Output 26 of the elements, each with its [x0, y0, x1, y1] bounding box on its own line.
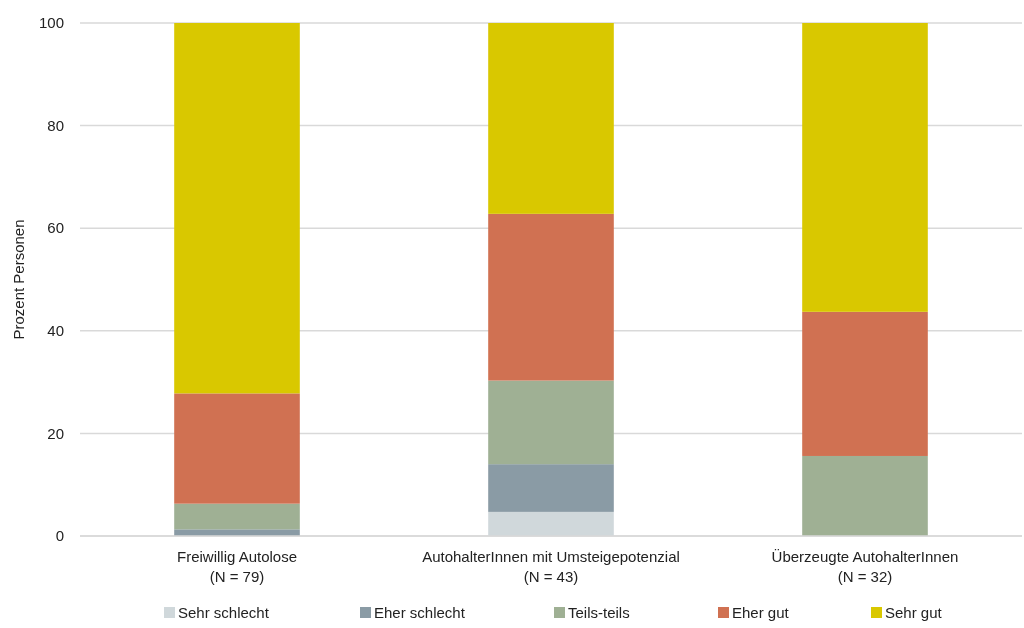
y-axis-title: Prozent Personen	[10, 219, 27, 340]
y-tick-label: 80	[47, 116, 64, 134]
bar	[802, 23, 928, 312]
y-tick-label: 20	[47, 424, 64, 442]
legend-label: Sehr schlecht	[178, 604, 270, 622]
legend-label: Eher gut	[732, 604, 790, 622]
bar	[802, 311, 928, 456]
bar	[802, 455, 928, 536]
y-tick-label: 40	[47, 322, 64, 340]
bar	[488, 464, 614, 512]
x-tick-label: Freiwillig Autolose (N = 79)	[176, 548, 298, 585]
bar	[174, 503, 300, 530]
y-tick-label: 0	[55, 527, 64, 545]
x-tick-label: AutohalterInnen mit Umsteigepotenzial (N = 43)	[422, 548, 680, 585]
legend-label: Teils-teils	[568, 604, 630, 622]
bar	[174, 529, 300, 536]
bar	[488, 213, 614, 381]
x-tick-label: Überzeugte AutohalterInnen (N = 32)	[771, 548, 959, 585]
y-tick-label: 60	[47, 219, 64, 237]
bar	[488, 23, 614, 214]
bar	[174, 23, 300, 394]
y-tick-label: 100	[38, 14, 64, 32]
legend-label: Sehr gut	[885, 604, 943, 622]
bar	[488, 380, 614, 465]
bar	[174, 393, 300, 504]
legend-label: Eher schlecht	[374, 604, 466, 622]
